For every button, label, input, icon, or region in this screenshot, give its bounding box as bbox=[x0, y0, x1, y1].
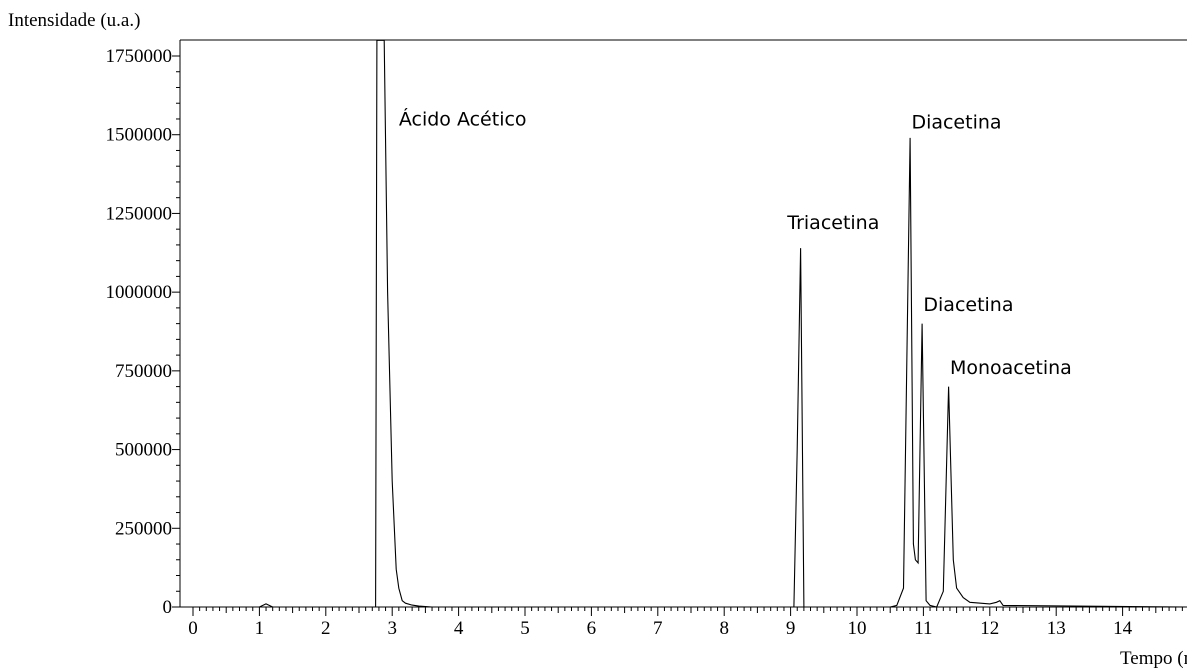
peak-label: Diacetina bbox=[911, 111, 1001, 133]
x-tick-label: 9 bbox=[786, 618, 796, 639]
x-tick-label: 14 bbox=[1113, 618, 1133, 639]
x-tick-label: 5 bbox=[520, 618, 530, 639]
ticks: 0 250000 500000 750000 1000000 1250000 1500000… bbox=[106, 46, 1183, 639]
y-tick-label: 1750000 bbox=[106, 46, 173, 67]
x-tick-label: 0 bbox=[188, 618, 198, 639]
y-tick-label: 0 bbox=[163, 597, 173, 618]
x-tick-label: 2 bbox=[321, 618, 331, 639]
x-tick-label: 4 bbox=[454, 618, 464, 639]
y-tick-label: 250000 bbox=[115, 518, 172, 539]
traces bbox=[193, 39, 1187, 608]
peak-label: Triacetina bbox=[786, 212, 879, 234]
x-tick-label: 11 bbox=[914, 618, 932, 639]
y-tick-label: 1500000 bbox=[106, 125, 173, 146]
axes bbox=[179, 39, 1187, 608]
x-axis-title: Tempo (min) bbox=[1120, 648, 1187, 669]
peak-label: Diacetina bbox=[923, 294, 1013, 316]
chromatogram-trace bbox=[193, 39, 1187, 608]
peak-label: Monoacetina bbox=[950, 357, 1072, 379]
y-tick-label: 500000 bbox=[115, 440, 172, 461]
y-tick-label: 750000 bbox=[115, 361, 172, 382]
x-tick-label: 10 bbox=[848, 618, 867, 639]
y-axis-title: Intensidade (u.a.) bbox=[8, 10, 140, 31]
x-tick-label: 12 bbox=[980, 618, 999, 639]
y-tick-label: 1000000 bbox=[106, 282, 173, 303]
x-tick-label: 1 bbox=[255, 618, 265, 639]
x-tick-label: 13 bbox=[1047, 618, 1066, 639]
x-tick-label: 3 bbox=[387, 618, 397, 639]
x-tick-label: 8 bbox=[719, 618, 729, 639]
y-tick-label: 1250000 bbox=[106, 203, 173, 224]
x-tick-label: 6 bbox=[587, 618, 597, 639]
peak-label: Ácido Acético bbox=[399, 107, 527, 130]
peak-labels: Ácido Acético Triacetina Diacetina Diacetin… bbox=[399, 107, 1072, 379]
x-tick-label: 7 bbox=[653, 618, 663, 639]
